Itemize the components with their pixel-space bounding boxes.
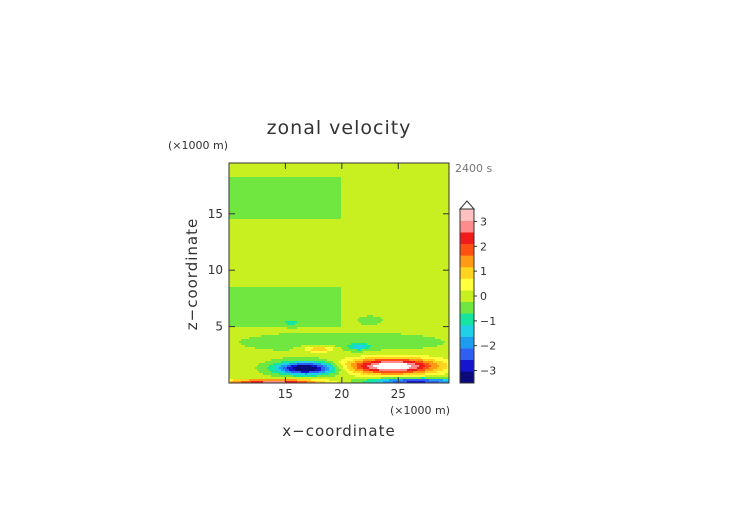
y-tick-label: 10 bbox=[208, 263, 223, 277]
y-axis-ticks: 5 10 15 bbox=[208, 207, 449, 334]
x-tick-label: 20 bbox=[334, 387, 349, 401]
colorbar-swatch bbox=[460, 220, 474, 233]
colorbar-swatch bbox=[460, 313, 474, 326]
colorbar-tick-label: 2 bbox=[480, 240, 487, 253]
colorbar-swatch bbox=[460, 243, 474, 256]
x-axis-unit: (×1000 m) bbox=[390, 404, 450, 417]
x-tick-label: 25 bbox=[391, 387, 406, 401]
y-tick-label: 5 bbox=[215, 320, 223, 334]
chart-title: zonal velocity bbox=[267, 117, 412, 139]
colorbar-swatch bbox=[460, 209, 474, 221]
colorbar-swatch bbox=[460, 325, 474, 337]
colorbar-tick-label: 1 bbox=[480, 265, 487, 278]
time-label: 2400 s bbox=[455, 162, 492, 175]
colorbar-swatch bbox=[460, 267, 474, 279]
colorbar-extend-arrow bbox=[458, 200, 476, 210]
y-axis-label: z−coordinate bbox=[183, 218, 201, 330]
colorbar-swatch bbox=[460, 336, 474, 349]
x-axis-ticks: 15 20 25 bbox=[278, 163, 406, 401]
colorbar: −3 −2 −1 0 1 2 3 bbox=[458, 200, 496, 384]
plot-area bbox=[228, 162, 450, 384]
colorbar-swatch bbox=[460, 371, 474, 384]
y-axis-unit: (×1000 m) bbox=[168, 139, 228, 152]
x-tick-label: 15 bbox=[278, 387, 293, 401]
colorbar-swatch bbox=[460, 301, 474, 314]
y-tick-label: 15 bbox=[208, 207, 223, 221]
colorbar-swatch bbox=[460, 278, 474, 291]
colorbar-swatch bbox=[460, 348, 474, 360]
plot-frame bbox=[228, 162, 450, 384]
colorbar-tick-label: 0 bbox=[480, 290, 487, 303]
colorbar-swatch bbox=[460, 232, 474, 244]
colorbar-tick-label: −3 bbox=[480, 365, 496, 378]
colorbar-swatch bbox=[460, 359, 474, 372]
colorbar-tick-label: 3 bbox=[480, 215, 487, 228]
colorbar-swatch bbox=[460, 255, 474, 268]
colorbar-tick-label: −2 bbox=[480, 340, 496, 353]
colorbar-tick-label: −1 bbox=[480, 315, 496, 328]
x-axis-label: x−coordinate bbox=[282, 422, 395, 440]
colorbar-swatch bbox=[460, 290, 474, 302]
